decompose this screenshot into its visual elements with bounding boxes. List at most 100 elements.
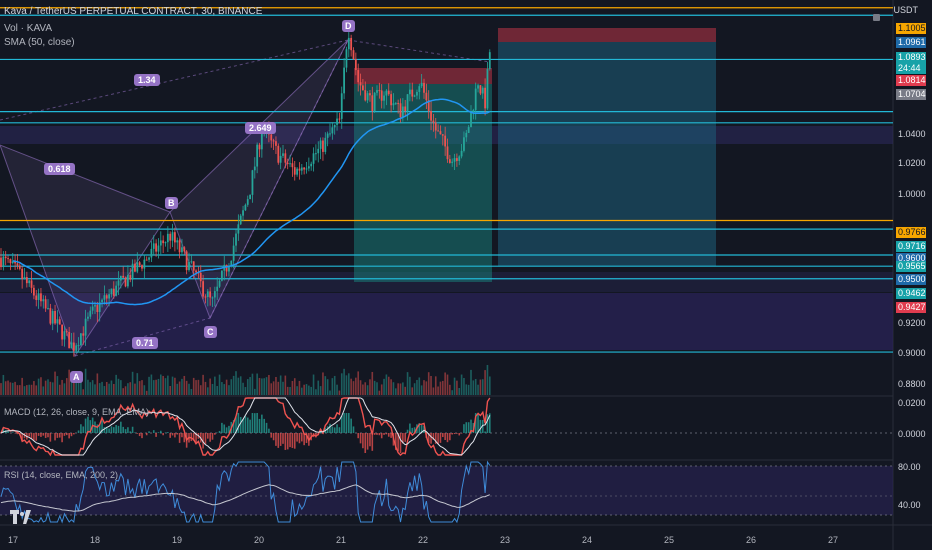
tradingview-logo-icon[interactable] <box>10 510 32 524</box>
volume-bar <box>425 381 428 395</box>
volume-bar <box>477 384 479 395</box>
volume-indicator-label[interactable]: Vol · KAVA <box>4 23 52 34</box>
pattern-point-b[interactable]: B <box>165 197 178 209</box>
candle <box>432 120 435 123</box>
macd-histogram-bar <box>120 421 122 433</box>
long-target-zone <box>498 42 716 266</box>
macd-histogram-bar <box>385 433 388 435</box>
macd-histogram-bar <box>399 433 402 453</box>
volume-bar <box>284 375 287 395</box>
last-price-tag: 1.0893 <box>896 52 926 63</box>
candle <box>181 247 183 253</box>
candle <box>378 90 381 92</box>
macd-indicator-label[interactable]: MACD (12, 26, close, 9, EMA, EMA) <box>4 407 150 417</box>
ratio-label[interactable]: 2.649 <box>245 122 276 134</box>
volume-bar <box>301 387 303 395</box>
volume-bar <box>378 390 381 395</box>
volume-bar <box>254 388 256 395</box>
volume-bar <box>486 365 489 395</box>
volume-bar <box>465 384 468 395</box>
macd-histogram-bar <box>348 413 350 433</box>
candle <box>354 59 357 71</box>
ratio-label[interactable]: 0.71 <box>132 337 158 349</box>
candle <box>61 324 63 340</box>
volume-bar <box>296 386 298 395</box>
volume-bar <box>230 379 233 395</box>
pattern-point-d[interactable]: D <box>342 20 355 32</box>
candle <box>94 305 96 307</box>
macd-histogram-bar <box>129 431 132 433</box>
volume-bar <box>258 377 261 395</box>
price-tag: 1.1005 <box>896 23 926 34</box>
candle <box>28 280 31 284</box>
candle <box>195 270 197 273</box>
ratio-label[interactable]: 1.34 <box>134 74 160 86</box>
candle <box>371 95 374 112</box>
candle <box>75 345 78 351</box>
candle <box>270 134 273 141</box>
pattern-point-c[interactable]: C <box>204 326 217 338</box>
rsi-indicator-label[interactable]: RSI (14, close, EMA, 200, 2) <box>4 470 119 480</box>
symbol-title[interactable]: Kava / TetherUS PERPETUAL CONTRACT, 30, … <box>4 6 263 17</box>
currency-label[interactable]: USDT <box>893 5 919 15</box>
volume-bar <box>366 385 369 395</box>
candle <box>148 257 150 260</box>
macd-histogram-bar <box>235 417 237 433</box>
macd-histogram-bar <box>244 416 247 433</box>
candle <box>474 88 477 110</box>
volume-bar <box>35 385 38 395</box>
macd-histogram-bar <box>301 433 303 442</box>
volume-bar <box>387 376 390 395</box>
ratio-label[interactable]: 0.618 <box>44 163 75 175</box>
macd-histogram-bar <box>232 420 235 433</box>
volume-bar <box>413 383 416 395</box>
short-stop-zone <box>354 68 492 84</box>
volume-bar <box>409 376 411 395</box>
macd-histogram-bar <box>411 427 414 433</box>
macd-histogram-bar <box>195 433 197 443</box>
candle <box>453 158 456 162</box>
candle <box>434 122 437 131</box>
volume-bar <box>437 386 439 395</box>
candle <box>190 261 193 263</box>
candle <box>411 89 414 97</box>
volume-bar <box>136 373 139 395</box>
candle <box>416 91 418 96</box>
candle <box>484 87 486 109</box>
sma-indicator-label[interactable]: SMA (50, close) <box>4 37 75 48</box>
candle <box>477 85 479 89</box>
volume-bar <box>209 378 211 395</box>
candle <box>331 127 334 134</box>
volume-bar <box>188 383 190 395</box>
volume-bar <box>174 377 176 395</box>
volume-bar <box>369 379 371 395</box>
volume-bar <box>232 375 235 395</box>
pattern-point-a[interactable]: A <box>70 371 83 383</box>
candle <box>253 166 256 171</box>
candle <box>202 281 204 297</box>
candle <box>319 140 322 149</box>
collapse-icon[interactable] <box>873 14 880 21</box>
macd-histogram-bar <box>96 424 99 433</box>
volume-bar <box>120 380 122 395</box>
volume-bar <box>385 374 388 395</box>
volume-bar <box>397 383 399 395</box>
volume-bar <box>4 381 7 395</box>
macd-histogram-bar <box>202 433 204 449</box>
candle <box>451 161 454 163</box>
volume-bar <box>357 371 359 395</box>
volume-bar <box>416 379 418 395</box>
macd-histogram-bar <box>113 427 115 433</box>
macd-histogram-bar <box>23 433 26 439</box>
macd-histogram-bar <box>228 425 230 433</box>
volume-bar <box>26 385 28 395</box>
candle <box>413 95 416 97</box>
volume-bar <box>21 377 23 395</box>
volume-bar <box>103 386 106 395</box>
macd-histogram-bar <box>49 433 52 442</box>
macd-histogram-bar <box>103 427 106 433</box>
candle <box>312 153 315 164</box>
volume-bar <box>256 373 258 395</box>
candle <box>51 310 54 324</box>
